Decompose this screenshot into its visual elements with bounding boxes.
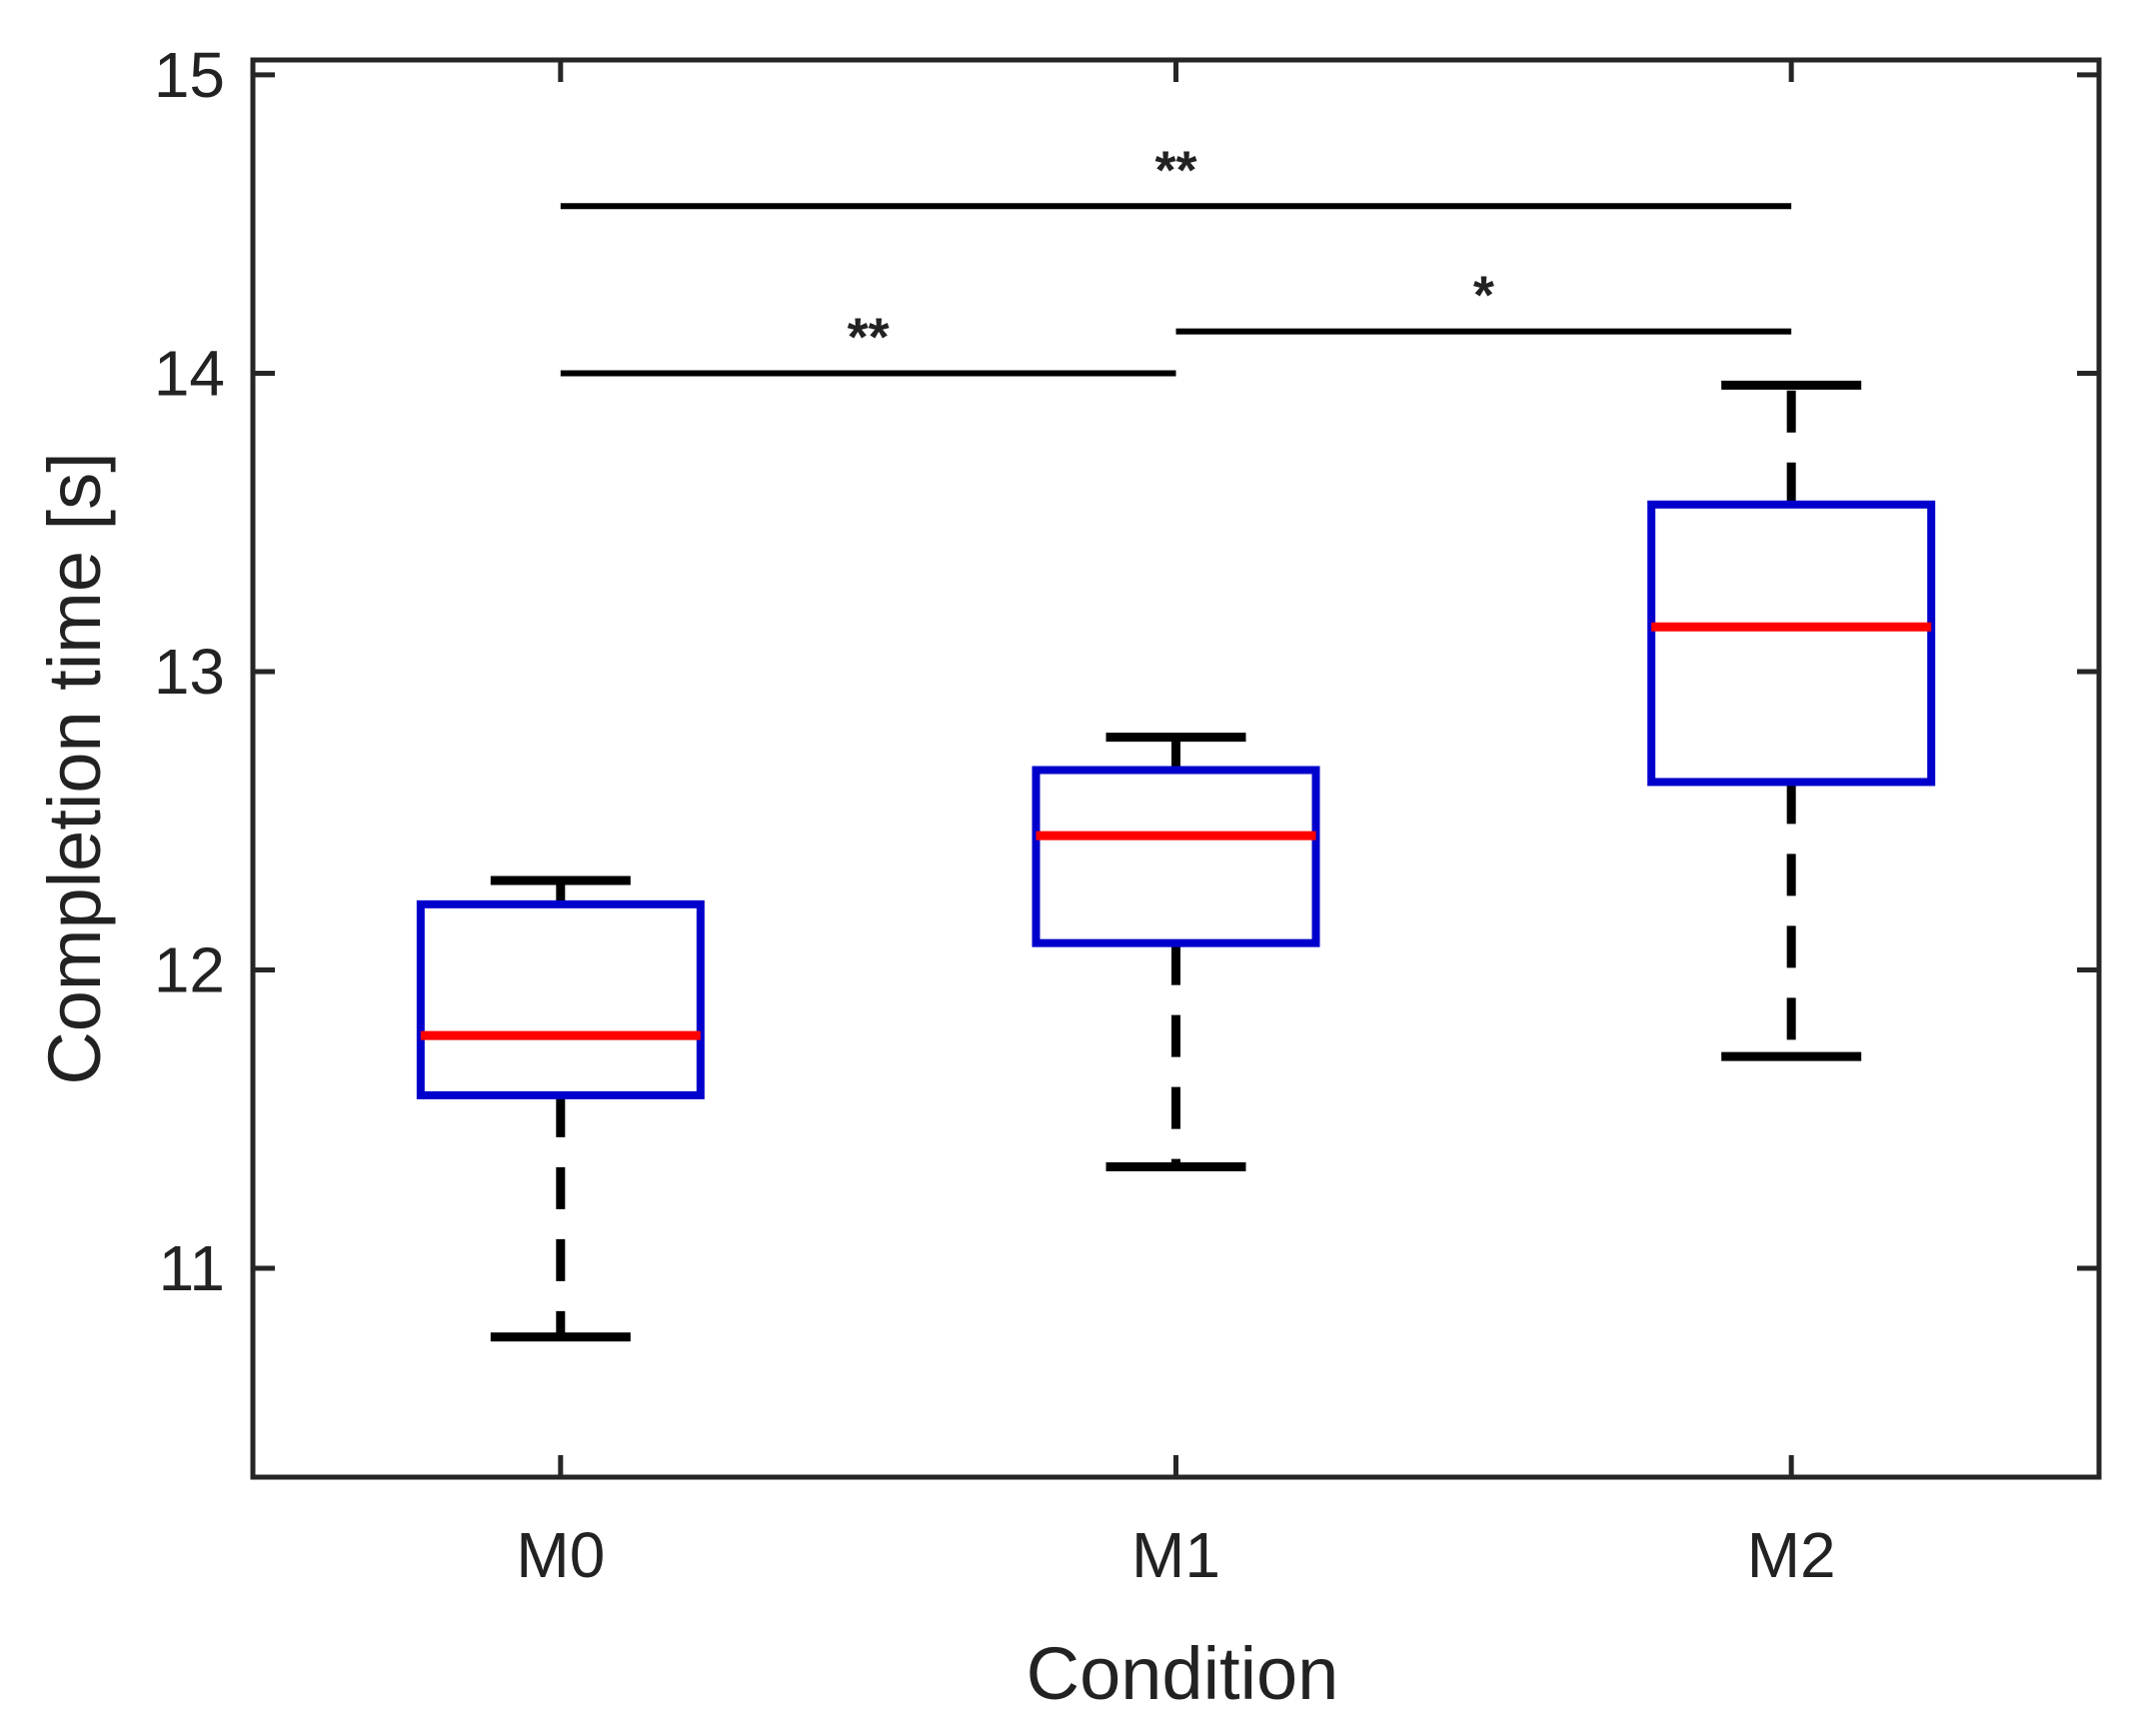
y-tick-label-15: 15 <box>154 39 225 111</box>
iqr-box-M2 <box>1647 500 1936 787</box>
x-tick-label-M1: M1 <box>1131 1519 1220 1591</box>
iqr-box-M1 <box>1032 766 1320 947</box>
x-tick-label-M2: M2 <box>1747 1519 1836 1591</box>
x-tick-label-M0: M0 <box>516 1519 605 1591</box>
significance-label-M0-M2: ** <box>1154 140 1196 200</box>
y-tick-label-12: 12 <box>154 934 225 1006</box>
axis-ticks: 11 12 13 14 15 M0 M1 M2 <box>154 39 2099 1591</box>
box-M0 <box>416 875 705 1342</box>
y-axis-label: Completion time [s] <box>33 452 116 1084</box>
iqr-box-M0 <box>416 899 705 1099</box>
plot-marks <box>416 380 1936 1342</box>
box-M2 <box>1647 380 1936 1061</box>
significance-annotations: ***** <box>560 140 1792 377</box>
y-tick-label-13: 13 <box>154 636 225 708</box>
significance-label-M1-M2: * <box>1473 266 1494 326</box>
y-tick-label-14: 14 <box>154 337 225 409</box>
significance-label-M0-M1: ** <box>848 307 890 367</box>
x-axis-label: Condition <box>1027 1632 1339 1715</box>
y-tick-label-11: 11 <box>159 1232 225 1304</box>
box-M1 <box>1032 733 1320 1172</box>
